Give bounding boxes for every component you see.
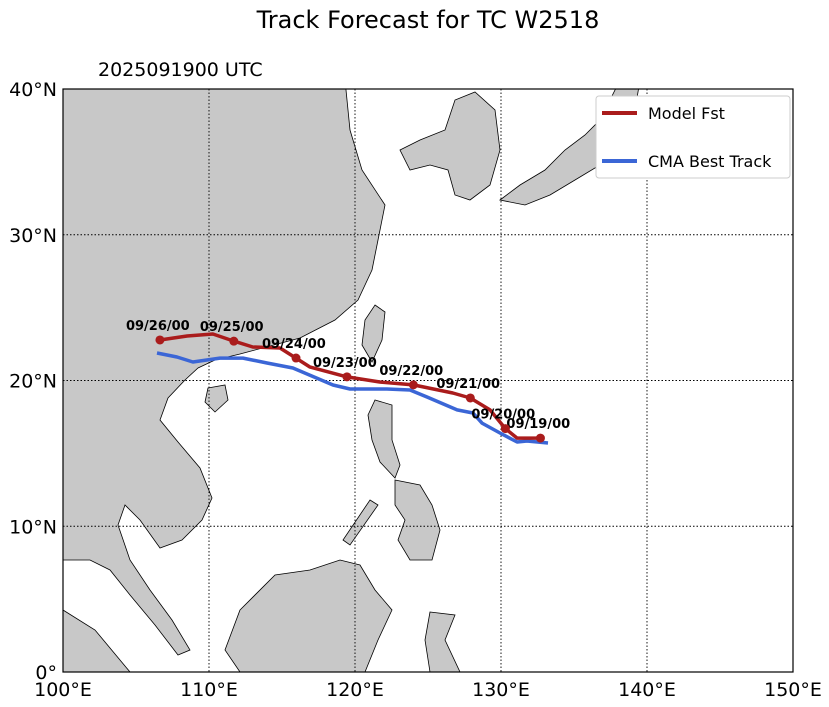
model-track-time-label: 09/21/00 — [436, 377, 500, 392]
model-track-point — [500, 424, 510, 434]
y-tick-label: 0° — [35, 662, 57, 684]
map-frame — [62, 88, 794, 673]
land-taiwan — [361, 304, 386, 363]
legend: Model Fst CMA Best Track — [595, 95, 791, 179]
best-track-line — [156, 351, 549, 445]
x-tick-label: 130°E — [472, 679, 530, 701]
x-tick-label: 110°E — [180, 679, 238, 701]
legend-label-best-track: CMA Best Track — [648, 152, 772, 171]
legend-label-model: Model Fst — [648, 104, 725, 123]
model-track-point — [229, 336, 239, 346]
axis-ticks: 100°E 110°E 120°E 130°E 140°E 150°E 0° 10°N 20°N… — [9, 79, 822, 701]
y-tick-label: 40°N — [9, 79, 57, 101]
x-tick-label: 100°E — [34, 679, 92, 701]
figure-subtitle: 2025091900 UTC — [98, 59, 263, 81]
model-track-time-label: 09/25/00 — [200, 320, 264, 335]
land-luzon — [367, 399, 401, 479]
land-palawan — [342, 499, 379, 546]
land-visayas-mindanao — [394, 479, 441, 561]
x-tick-label: 150°E — [764, 679, 822, 701]
model-track-point — [535, 433, 545, 443]
gridlines — [63, 89, 793, 672]
land — [63, 89, 639, 672]
x-tick-label: 120°E — [326, 679, 384, 701]
y-tick-label: 10°N — [9, 516, 57, 538]
model-track-point — [342, 372, 352, 382]
model-track-time-label: 09/23/00 — [313, 356, 377, 371]
model-track-time-label: 09/26/00 — [126, 319, 190, 334]
model-track-time-label: 09/20/00 — [471, 408, 535, 423]
legend-box — [595, 95, 791, 179]
model-track-time-label: 09/19/00 — [506, 417, 570, 432]
land-shandong-korea — [399, 91, 501, 201]
model-track-point — [408, 380, 418, 390]
land-hainan — [204, 384, 229, 413]
model-track-point — [465, 393, 475, 403]
model-track-point — [155, 335, 165, 345]
y-tick-label: 30°N — [9, 225, 57, 247]
figure-title: Track Forecast for TC W2518 — [256, 6, 600, 34]
land-sumatra — [63, 609, 131, 672]
model-track-time-label: 09/22/00 — [379, 364, 443, 379]
y-tick-label: 20°N — [9, 371, 57, 393]
land-borneo — [224, 559, 393, 672]
land-sulawesi — [424, 611, 461, 672]
model-track-time-label: 09/24/00 — [262, 337, 326, 352]
x-tick-label: 140°E — [618, 679, 676, 701]
model-track-point — [291, 353, 301, 363]
land-asia-mainland — [63, 89, 386, 656]
